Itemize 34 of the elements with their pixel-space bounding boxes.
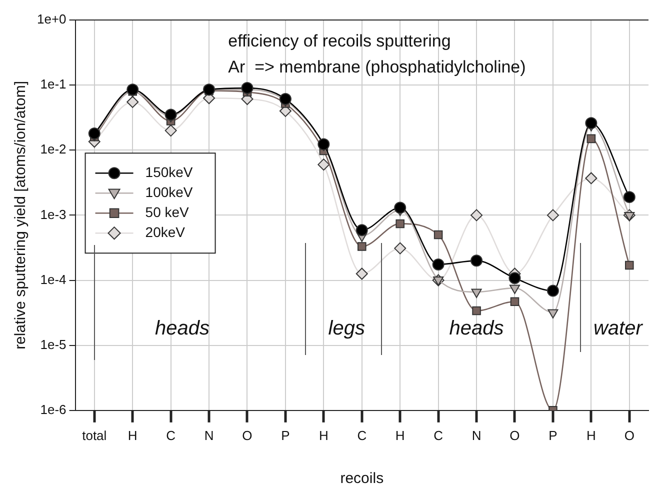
x-tick-label: C xyxy=(166,428,176,443)
annotation: water xyxy=(593,317,644,340)
text: efficiency of recoils sputtering xyxy=(228,32,451,51)
x-tick-label: O xyxy=(242,428,252,443)
x-tick-label: H xyxy=(586,428,596,443)
x-tick-label: O xyxy=(510,428,520,443)
x-tick-label: C xyxy=(434,428,444,443)
x-tick-label: H xyxy=(128,428,138,443)
x-tick-label: P xyxy=(281,428,290,443)
x-tick-label: P xyxy=(548,428,558,443)
y-tick-label: 1e-4 xyxy=(40,272,66,287)
text: Ar => membrane (phosphatidylcholine) xyxy=(228,58,526,77)
x-tick-label: N xyxy=(472,428,482,443)
y-tick-label: 1e-6 xyxy=(40,402,66,417)
y-tick-label: 1e-5 xyxy=(40,336,66,352)
x-tick-label: H xyxy=(395,428,405,443)
y-tick-label: 1e-2 xyxy=(40,142,66,157)
x-tick-label: total xyxy=(82,428,107,443)
legend-label: 20keV xyxy=(145,224,186,240)
x-tick-label: N xyxy=(204,428,214,443)
y-tick-label: 1e-1 xyxy=(40,76,66,92)
legend-label: 150keV xyxy=(145,164,194,180)
annotation: heads xyxy=(449,317,504,340)
y-axis-title: relative sputtering yield [atoms/ion/atom] xyxy=(12,80,30,350)
legend-label: 100keV xyxy=(145,184,194,200)
y-tick-label: 1e-3 xyxy=(40,206,66,222)
x-tick-label: O xyxy=(624,428,634,443)
legend-label: 50 keV xyxy=(145,204,190,220)
x-tick-label: H xyxy=(318,428,328,443)
x-axis-title: recoils xyxy=(340,470,384,488)
annotation: legs xyxy=(328,317,365,340)
annotation: heads xyxy=(155,317,210,340)
y-tick-label: 1e+0 xyxy=(36,12,66,27)
x-tick-label: C xyxy=(357,428,367,443)
